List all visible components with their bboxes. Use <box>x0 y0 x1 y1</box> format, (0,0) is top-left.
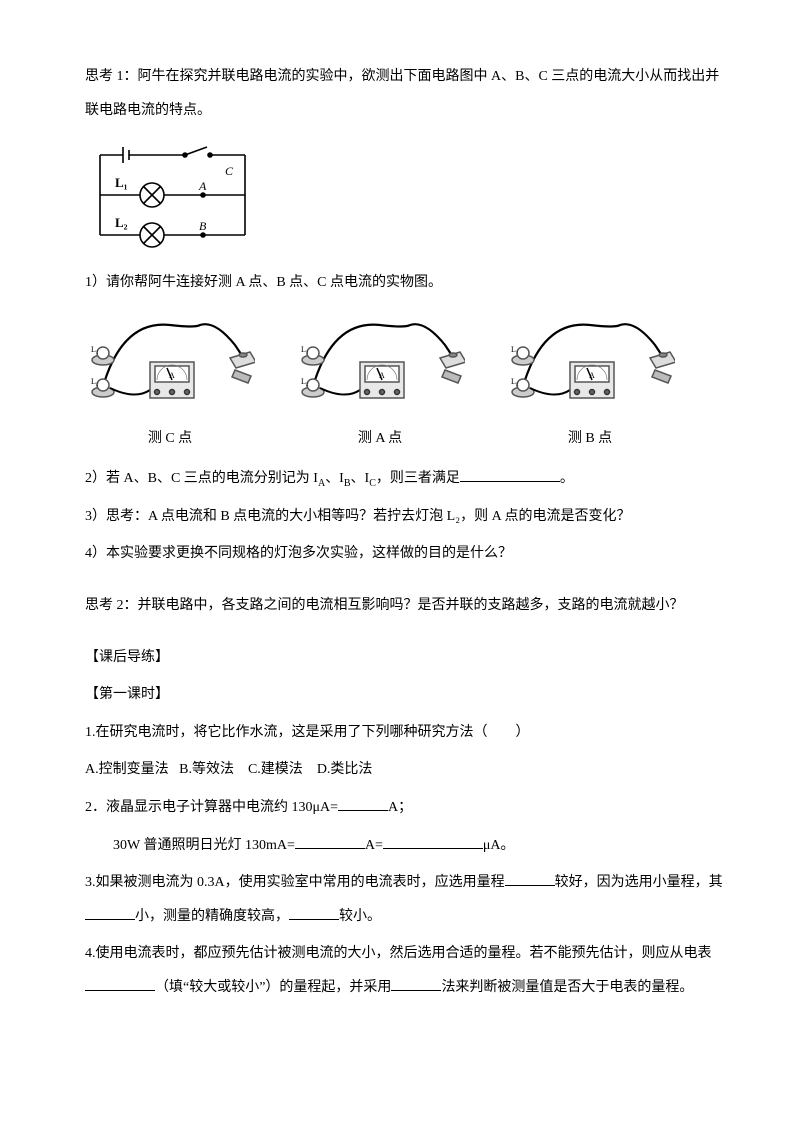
apparatus-c-label: 测 C 点 <box>85 422 255 456</box>
svg-text:L₂: L₂ <box>511 377 519 386</box>
lesson-title: 【第一课时】 <box>85 678 725 712</box>
q2-pre: 2）若 A、B、C 三点的电流分别记为 I <box>85 471 318 486</box>
apparatus-a-label: 测 A 点 <box>295 422 465 456</box>
after-title: 【课后导练】 <box>85 641 725 675</box>
q2-subC: C <box>369 478 376 489</box>
ex1-B: B.等效法 <box>179 762 234 777</box>
ex3-d: 较小。 <box>339 909 381 924</box>
q2-mid2: 、I <box>351 471 370 486</box>
apparatus-c: L₁ L₂ A 测 C 点 <box>85 310 255 456</box>
q2-subB: B <box>344 478 351 489</box>
svg-text:C: C <box>225 164 234 178</box>
ex2-blank3 <box>383 832 483 848</box>
ex3-c: 小，测量的精确度较高， <box>135 909 289 924</box>
svg-text:A: A <box>589 371 595 380</box>
q2-end: 。 <box>560 471 574 486</box>
ex2-line1: 2．液晶显示电子计算器中电流约 130μA= A； <box>85 791 725 825</box>
think1-prefix: 思考 1： <box>85 69 138 84</box>
q1: 1）请你帮阿牛连接好测 A 点、B 点、C 点电流的实物图。 <box>85 266 725 300</box>
think1-text: 阿牛在探究并联电路电流的实验中，欲测出下面电路图中 A、B、C 三点的电流大小从… <box>85 69 719 118</box>
apparatus-row: L₁ L₂ A 测 C 点 <box>85 310 725 456</box>
ex2-blank2 <box>295 832 365 848</box>
ex4-blank1 <box>85 975 155 991</box>
svg-text:A: A <box>198 179 207 193</box>
ex4-blank2 <box>391 975 441 991</box>
apparatus-b-label: 测 B 点 <box>505 422 675 456</box>
apparatus-b-svg: L₁ L₂ A <box>505 310 675 405</box>
ex2-line1b: A； <box>388 800 412 815</box>
q3: 3）思考：A 点电流和 B 点电流的大小相等吗？若拧去灯泡 L₂，则 A 点的电… <box>85 500 725 534</box>
ex3-a: 3.如果被测电流为 0.3A，使用实验室中常用的电流表时，应选用量程 <box>85 875 505 890</box>
apparatus-a: L₁ L₂ A 测 A 点 <box>295 310 465 456</box>
ex2-line2a: 30W 普通照明日光灯 130mA= <box>113 838 295 853</box>
svg-text:L₁: L₁ <box>91 345 99 354</box>
think1-para: 思考 1：阿牛在探究并联电路电流的实验中，欲测出下面电路图中 A、B、C 三点的… <box>85 60 725 127</box>
ex1-A: A.控制变量法 <box>85 762 169 777</box>
ex4-a: 4.使用电流表时，都应预先估计被测电流的大小，然后选用合适的量程。若不能预先估计… <box>85 946 712 961</box>
svg-text:L₁: L₁ <box>301 345 309 354</box>
ex4-b: （填“较大或较小”）的量程起，并采用 <box>155 980 391 995</box>
ex2-line1a: 2．液晶显示电子计算器中电流约 130μA= <box>85 800 338 815</box>
svg-text:L₁: L₁ <box>115 175 128 190</box>
ex3-blank3 <box>289 903 339 919</box>
ex4-c: 法来判断被测量值是否大于电表的量程。 <box>441 980 693 995</box>
apparatus-b: L₁ L₂ A 测 B 点 <box>505 310 675 456</box>
svg-text:L₁: L₁ <box>511 345 519 354</box>
svg-text:L₂: L₂ <box>301 377 309 386</box>
apparatus-a-svg: L₁ L₂ A <box>295 310 465 405</box>
ex2-line2: 30W 普通照明日光灯 130mA= A= μA。 <box>85 829 725 863</box>
think2-prefix: 思考 2： <box>85 598 138 613</box>
page-content: 思考 1：阿牛在探究并联电路电流的实验中，欲测出下面电路图中 A、B、C 三点的… <box>0 0 800 1068</box>
ex2-line2c: μA。 <box>483 838 515 853</box>
q2-post: ，则三者满足 <box>376 471 460 486</box>
think2-text: 并联电路中，各支路之间的电流相互影响吗？是否并联的支路越多，支路的电流就越小？ <box>138 598 684 613</box>
ex2-blank1 <box>338 795 388 811</box>
ex1-opts: A.控制变量法 B.等效法 C.建模法 D.类比法 <box>85 753 725 787</box>
ex2-line2b: A= <box>365 838 383 853</box>
svg-text:B: B <box>199 219 207 233</box>
svg-text:A: A <box>169 371 175 380</box>
svg-text:L₂: L₂ <box>115 215 128 230</box>
ex3: 3.如果被测电流为 0.3A，使用实验室中常用的电流表时，应选用量程 较好，因为选… <box>85 866 725 933</box>
ex3-blank1 <box>505 870 555 886</box>
ex4: 4.使用电流表时，都应预先估计被测电流的大小，然后选用合适的量程。若不能预先估计… <box>85 937 725 1004</box>
ex1-C: C.建模法 <box>248 762 303 777</box>
q4: 4）本实验要求更换不同规格的灯泡多次实验，这样做的目的是什么？ <box>85 537 725 571</box>
apparatus-c-svg: L₁ L₂ A <box>85 310 255 405</box>
ex3-blank2 <box>85 903 135 919</box>
ex3-b: 较好，因为选用小量程，其 <box>555 875 723 890</box>
q2-mid1: 、I <box>325 471 344 486</box>
svg-text:L₂: L₂ <box>91 377 99 386</box>
think2-para: 思考 2：并联电路中，各支路之间的电流相互影响吗？是否并联的支路越多，支路的电流… <box>85 589 725 623</box>
q2: 2）若 A、B、C 三点的电流分别记为 IA、IB、IC，则三者满足。 <box>85 462 725 496</box>
q2-blank <box>460 466 560 482</box>
ex1-D: D.类比法 <box>317 762 373 777</box>
svg-text:A: A <box>379 371 385 380</box>
circuit-diagram: C A <box>85 137 725 252</box>
circuit-svg: C A <box>85 137 260 252</box>
ex1-stem: 1.在研究电流时，将它比作水流，这是采用了下列哪种研究方法（ ） <box>85 716 725 750</box>
